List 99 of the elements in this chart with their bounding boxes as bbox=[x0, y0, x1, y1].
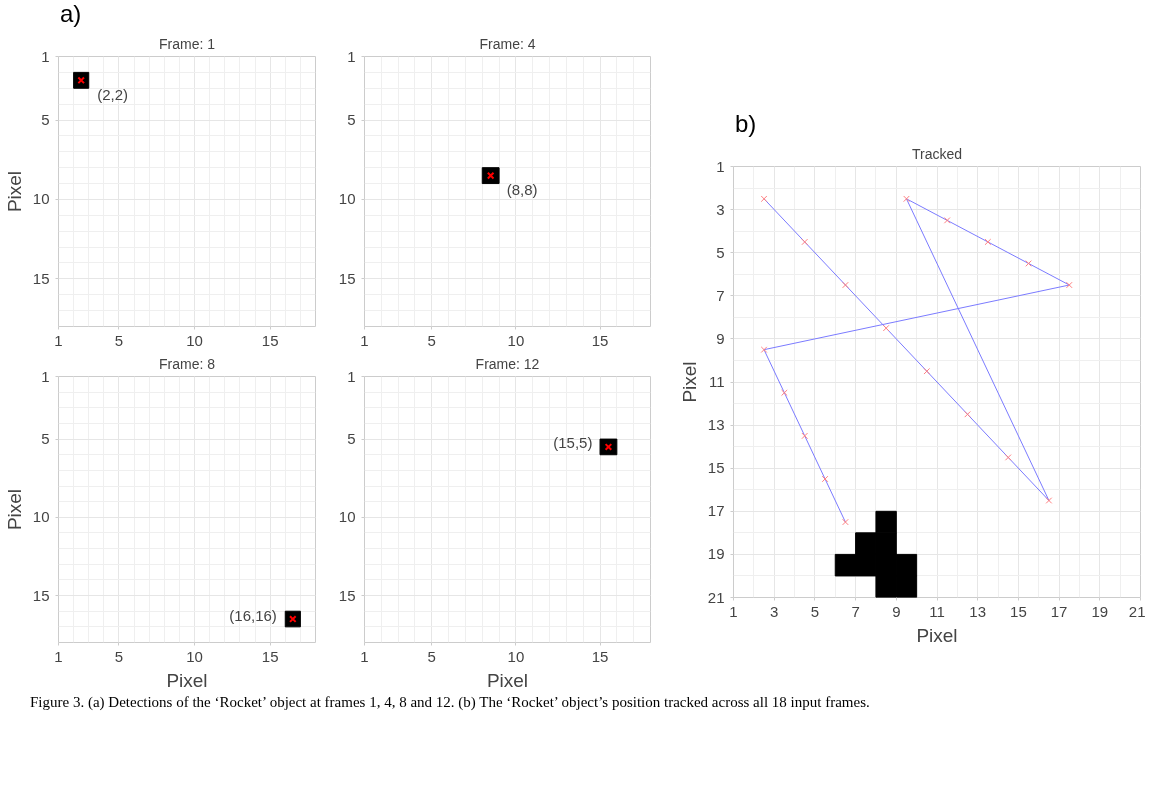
y-tick-label: 19 bbox=[707, 545, 725, 563]
point bbox=[855, 553, 877, 577]
x-tick-label: 10 bbox=[507, 647, 525, 665]
y-tick-label: 15 bbox=[32, 586, 50, 604]
x-tick-label: 21 bbox=[1128, 602, 1146, 620]
point bbox=[1004, 454, 1012, 461]
x-tick-label: 17 bbox=[1050, 602, 1068, 620]
annotation: (8,8) bbox=[506, 181, 538, 199]
point bbox=[781, 389, 788, 397]
y-tick-label: 1 bbox=[41, 367, 50, 385]
point bbox=[760, 346, 768, 353]
y-tick-label: 5 bbox=[716, 243, 725, 261]
y-axis-title: Pixel bbox=[678, 361, 700, 403]
point bbox=[943, 217, 951, 224]
point bbox=[1045, 497, 1053, 504]
y-tick-label: 5 bbox=[41, 111, 50, 129]
x-tick-label: 5 bbox=[427, 331, 436, 349]
x-tick-label: 19 bbox=[1091, 602, 1109, 620]
chart-title: Frame: 8 bbox=[158, 355, 216, 372]
y-tick-label: 5 bbox=[347, 111, 356, 129]
y-tick-label: 10 bbox=[338, 190, 356, 208]
point bbox=[875, 553, 897, 577]
text: a) bbox=[60, 0, 82, 29]
x-tick-label: 13 bbox=[969, 602, 987, 620]
x-tick-label: 15 bbox=[261, 331, 279, 349]
x-axis-title: Pixel bbox=[486, 669, 529, 691]
x-tick-label: 5 bbox=[427, 647, 436, 665]
point bbox=[842, 281, 849, 289]
x-tick-label: 3 bbox=[770, 602, 779, 620]
point bbox=[875, 575, 897, 598]
y-tick-label: 11 bbox=[708, 373, 725, 390]
x-tick-label: 10 bbox=[507, 331, 525, 349]
x-axis-title: Pixel bbox=[166, 669, 208, 691]
x-tick-label: 10 bbox=[186, 647, 203, 665]
y-tick-label: 13 bbox=[707, 416, 725, 434]
annotation: (15,5) bbox=[553, 434, 593, 452]
chart-title: Frame: 4 bbox=[479, 35, 536, 52]
y-tick-label: 10 bbox=[32, 508, 50, 526]
point bbox=[895, 553, 918, 577]
y-tick-label: 5 bbox=[41, 430, 50, 448]
x-tick-label: 1 bbox=[54, 647, 63, 665]
y-tick-label: 15 bbox=[32, 269, 50, 287]
x-tick-label: 1 bbox=[360, 647, 369, 665]
y-tick-label: 21 bbox=[707, 588, 725, 606]
x-tick-label: 11 bbox=[929, 602, 945, 620]
x-tick-label: 1 bbox=[360, 331, 369, 349]
x-tick-label: 7 bbox=[851, 602, 860, 620]
point bbox=[801, 432, 809, 440]
text: b) bbox=[735, 110, 757, 139]
y-tick-label: 10 bbox=[338, 508, 356, 526]
point bbox=[875, 510, 897, 534]
y-axis-title: Pixel bbox=[3, 488, 25, 531]
y-tick-label: 15 bbox=[707, 459, 725, 477]
y-tick-label: 17 bbox=[707, 502, 725, 520]
x-tick-label: 1 bbox=[54, 331, 63, 349]
x-tick-label: 15 bbox=[591, 331, 609, 349]
annotation: (2,2) bbox=[97, 85, 129, 103]
x-tick-label: 15 bbox=[261, 647, 279, 665]
point bbox=[923, 367, 931, 375]
x-tick-label: 10 bbox=[186, 331, 203, 349]
y-tick-label: 10 bbox=[32, 190, 50, 208]
point bbox=[895, 575, 918, 598]
y-tick-label: 15 bbox=[338, 269, 356, 287]
point bbox=[875, 532, 897, 555]
point bbox=[903, 195, 910, 203]
chart-title: Frame: 1 bbox=[158, 35, 216, 52]
point bbox=[760, 195, 768, 203]
x-tick-label: 5 bbox=[810, 602, 820, 620]
caption: Figure 3. (a) Detections of the ‘Rocket’ object at frames 1, 4, 8 and 12. (b) The ‘Rocket’ object’s position tracked across all 18 input frames. bbox=[30, 693, 870, 711]
annotation: (16,16) bbox=[229, 606, 277, 624]
y-tick-label: 5 bbox=[347, 430, 356, 448]
x-tick-label: 1 bbox=[729, 602, 738, 620]
y-tick-label: 1 bbox=[347, 47, 356, 65]
x-tick-label: 5 bbox=[114, 331, 124, 349]
y-tick-label: 1 bbox=[41, 47, 50, 65]
y-tick-label: 3 bbox=[716, 200, 725, 218]
x-tick-label: 9 bbox=[892, 602, 901, 620]
line-series bbox=[763, 198, 1070, 523]
point bbox=[964, 411, 971, 418]
chart-title: Frame: 12 bbox=[475, 355, 540, 372]
y-tick-label: 1 bbox=[716, 157, 725, 175]
y-axis-title: Pixel bbox=[3, 170, 25, 213]
x-tick-label: 15 bbox=[591, 647, 609, 665]
x-tick-label: 5 bbox=[114, 647, 124, 665]
point bbox=[1065, 281, 1073, 289]
point bbox=[1025, 260, 1032, 267]
chart-title: Tracked bbox=[911, 145, 963, 162]
y-tick-label: 1 bbox=[347, 367, 356, 385]
point bbox=[984, 238, 992, 246]
point bbox=[882, 324, 890, 332]
point bbox=[855, 532, 877, 555]
point bbox=[821, 475, 829, 483]
point bbox=[801, 238, 809, 246]
point bbox=[834, 553, 857, 577]
x-tick-label: 15 bbox=[1010, 602, 1027, 620]
y-tick-label: 7 bbox=[716, 286, 725, 304]
x-axis-title: Pixel bbox=[916, 624, 958, 646]
y-tick-label: 15 bbox=[338, 586, 356, 604]
point bbox=[842, 518, 849, 526]
